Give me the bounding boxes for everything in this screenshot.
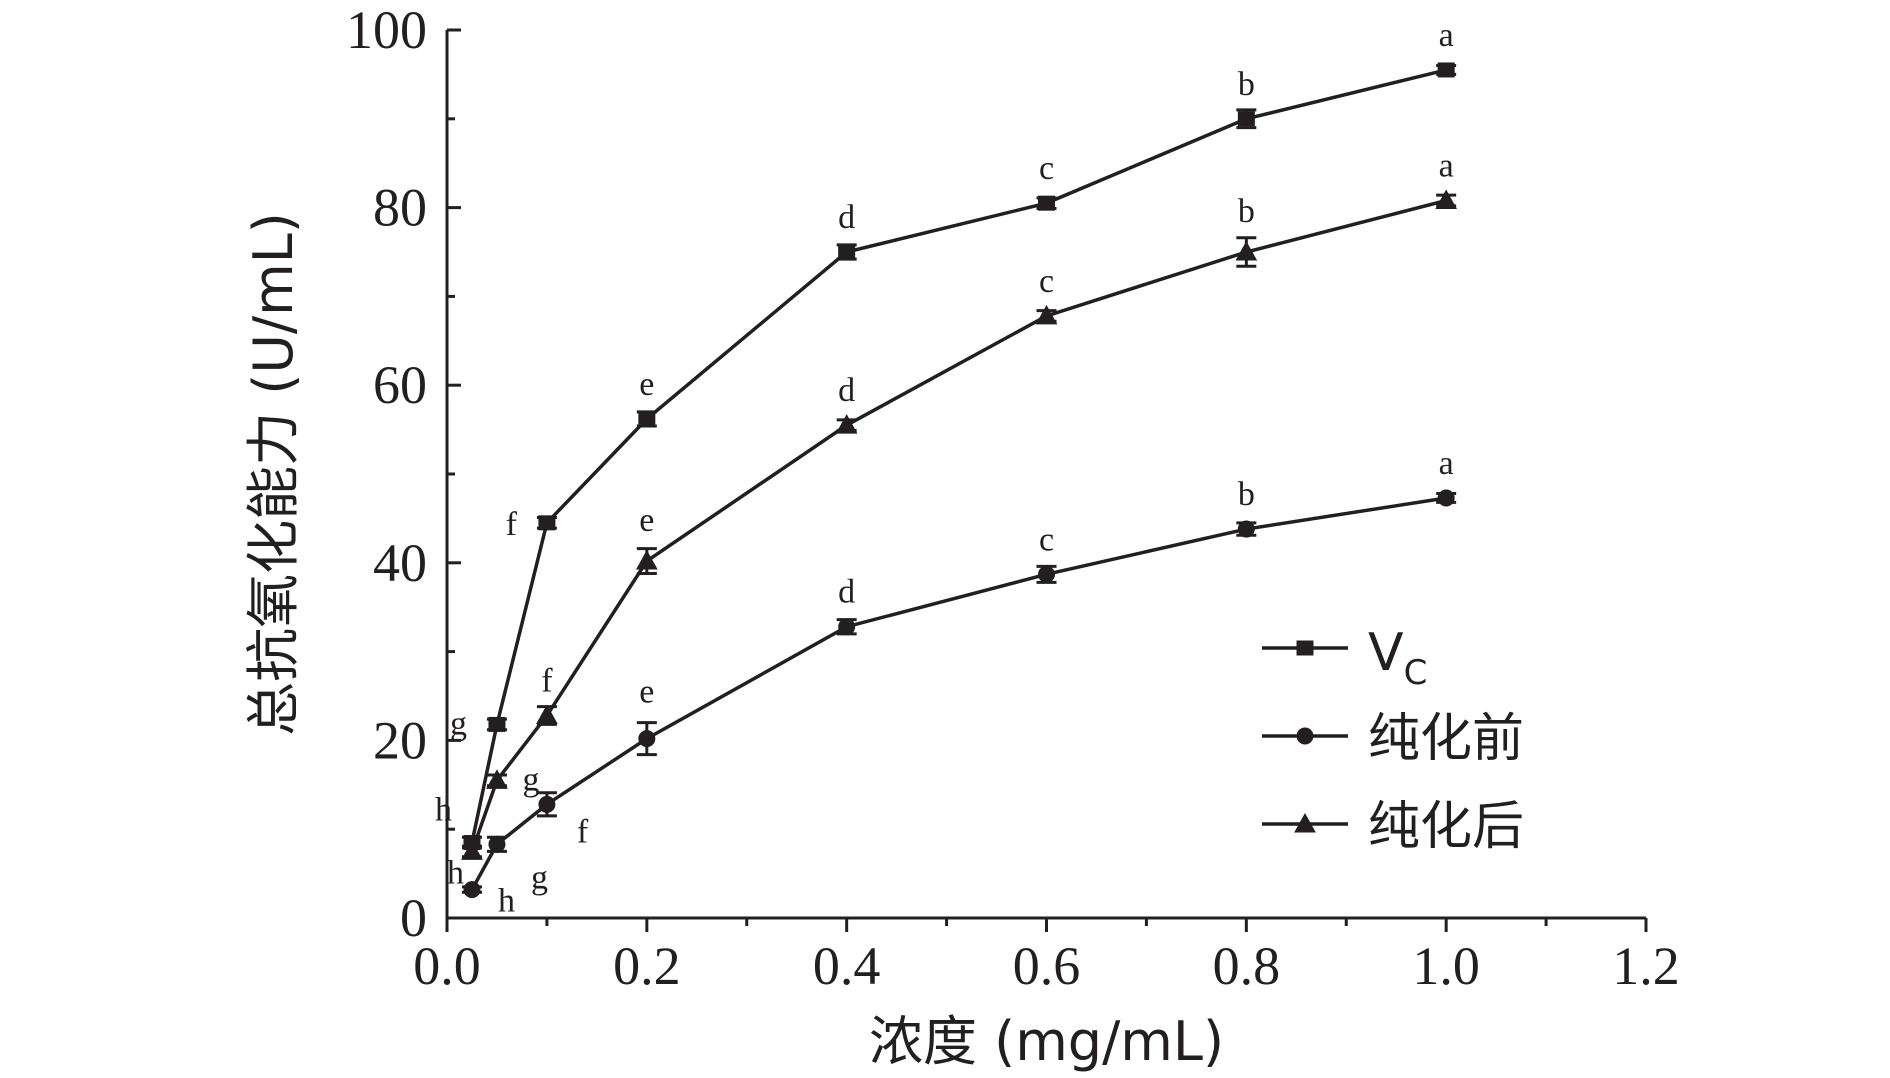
axes: 0.0 0.2 0.4 0.6 0.8 1.0 1.2 0 20 40 60 80 100 浓度 (mg/… <box>242 0 1680 1073</box>
significance-label: c <box>1039 263 1054 300</box>
x-tick-label: 0.2 <box>613 936 681 996</box>
significance-label: c <box>1039 150 1054 187</box>
legend-label-main: V <box>1368 623 1404 683</box>
data-point-vc <box>1038 195 1055 211</box>
y-tick-label: 40 <box>373 533 427 593</box>
significance-label: a <box>1439 445 1454 482</box>
legend-marker <box>1294 812 1316 833</box>
legend-label: 纯化后 <box>1368 797 1524 857</box>
data-point-after-purification <box>1435 189 1458 209</box>
y-tick-label: 60 <box>373 355 427 415</box>
data-point-after-purification <box>1235 240 1258 261</box>
legend-item-before-purification: 纯化前 <box>1262 709 1524 769</box>
legend-label: VC <box>1368 623 1427 693</box>
significance-label: f <box>541 663 553 700</box>
series-vc <box>461 62 1457 851</box>
data-point-after-purification <box>635 549 658 570</box>
x-tick-label: 0.0 <box>413 936 481 996</box>
legend-item-after-purification: 纯化后 <box>1262 797 1524 857</box>
series-before-purification <box>461 489 1457 899</box>
significance-label: h <box>498 883 515 920</box>
significance-label: a <box>1439 147 1454 184</box>
y-tick-label: 0 <box>400 888 427 948</box>
data-point-vc <box>838 244 856 260</box>
significance-label: b <box>1238 66 1255 103</box>
data-point-before-purification <box>538 795 556 813</box>
legend-label: 纯化前 <box>1368 709 1524 769</box>
data-point-before-purification <box>488 835 506 853</box>
data-point-after-purification <box>1035 304 1058 325</box>
data-point-after-purification <box>835 414 858 434</box>
significance-label: b <box>1238 476 1255 513</box>
x-tick-label: 1.0 <box>1412 936 1480 996</box>
x-tick-label: 0.4 <box>813 936 881 996</box>
significance-label: f <box>506 506 518 543</box>
data-point-after-purification <box>461 840 483 860</box>
y-tick-label: 20 <box>373 710 427 770</box>
significance-label: e <box>639 366 654 403</box>
significance-label: d <box>838 574 855 611</box>
legend-label-subscript: C <box>1404 653 1428 693</box>
data-point-before-purification <box>1437 489 1455 507</box>
series-line-after-purification <box>470 198 1447 852</box>
data-point-vc <box>638 411 656 427</box>
significance-label: d <box>838 199 855 236</box>
x-tick-label: 0.8 <box>1213 936 1281 996</box>
series-group <box>461 62 1458 899</box>
x-tick-label: 1.2 <box>1612 936 1680 996</box>
data-point-before-purification <box>1038 565 1055 583</box>
series-after-purification <box>461 189 1458 860</box>
significance-label: e <box>639 674 654 711</box>
data-point-vc <box>488 716 506 732</box>
data-point-before-purification <box>1237 520 1255 538</box>
significance-label: g <box>450 705 467 742</box>
significance-label: a <box>1439 17 1454 54</box>
data-point-vc <box>1237 111 1255 127</box>
data-point-vc <box>1437 62 1455 78</box>
significance-label: h <box>435 792 452 829</box>
data-point-vc <box>538 515 556 531</box>
data-point-after-purification <box>536 704 558 725</box>
series-line-vc <box>470 68 1447 843</box>
significance-label: d <box>838 372 855 409</box>
significance-label: b <box>1238 193 1255 230</box>
significance-label: g <box>531 859 548 896</box>
significance-label: c <box>1039 521 1054 558</box>
significance-label: h <box>447 854 464 891</box>
data-point-before-purification <box>463 881 481 899</box>
legend-marker <box>1296 640 1314 656</box>
significance-label: e <box>639 502 654 539</box>
x-tick-label: 0.6 <box>1013 936 1081 996</box>
legend-item-vc: VC <box>1262 623 1427 693</box>
y-tick-label: 100 <box>346 0 427 60</box>
legend-marker <box>1296 727 1314 745</box>
data-point-before-purification <box>638 730 656 748</box>
y-tick-label: 80 <box>373 178 427 238</box>
x-axis-title: 浓度 (mg/mL) <box>869 1010 1224 1073</box>
significance-label: g <box>522 761 539 798</box>
data-point-before-purification <box>838 618 856 636</box>
y-axis-title: 总抗氧化能力 (U/mL) <box>242 212 305 736</box>
significance-label: f <box>577 813 589 850</box>
data-point-after-purification <box>486 769 508 789</box>
